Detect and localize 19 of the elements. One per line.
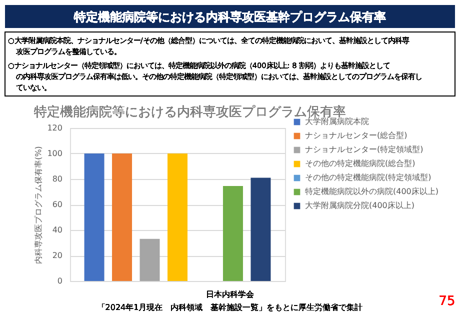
legend-label: ナショナルセンター(特定領域型) [305, 145, 424, 154]
y-tick-label: 60 [52, 200, 62, 209]
y-tick-label: 120 [47, 124, 62, 132]
y-axis-title: 内科専攻医プログラム保有率(%) [34, 146, 44, 264]
y-tick-label: 20 [52, 251, 62, 260]
legend-label: その他の特定機能病院(特定領域型) [305, 173, 432, 182]
text: 75 [438, 294, 456, 309]
y-tick-label: 0 [57, 276, 62, 286]
y-tick-label: 100 [47, 149, 62, 158]
chart-title: 特定機能病院等における内科専攻医基幹プログラム保有率 [73, 10, 386, 24]
y-tick-label: 40 [52, 226, 62, 234]
text: 「2024年1月現在 内科領域 基幹施設一覧」をもとに厚生労働省で集計 [97, 303, 363, 312]
legend-label: 特定機能病院以外の病院(400床以上) [305, 187, 439, 196]
legend-label: ナショナルセンター(総合型) [305, 131, 408, 140]
text: 日本内科学会 [206, 290, 254, 299]
legend-label: 大学附属病院分院(400床以上) [305, 201, 415, 210]
y-tick-label: 80 [52, 174, 62, 184]
legend-label: 大学附属病院本院 [305, 117, 369, 126]
legend-label: その他の特定機能病院(総合型) [305, 159, 416, 168]
